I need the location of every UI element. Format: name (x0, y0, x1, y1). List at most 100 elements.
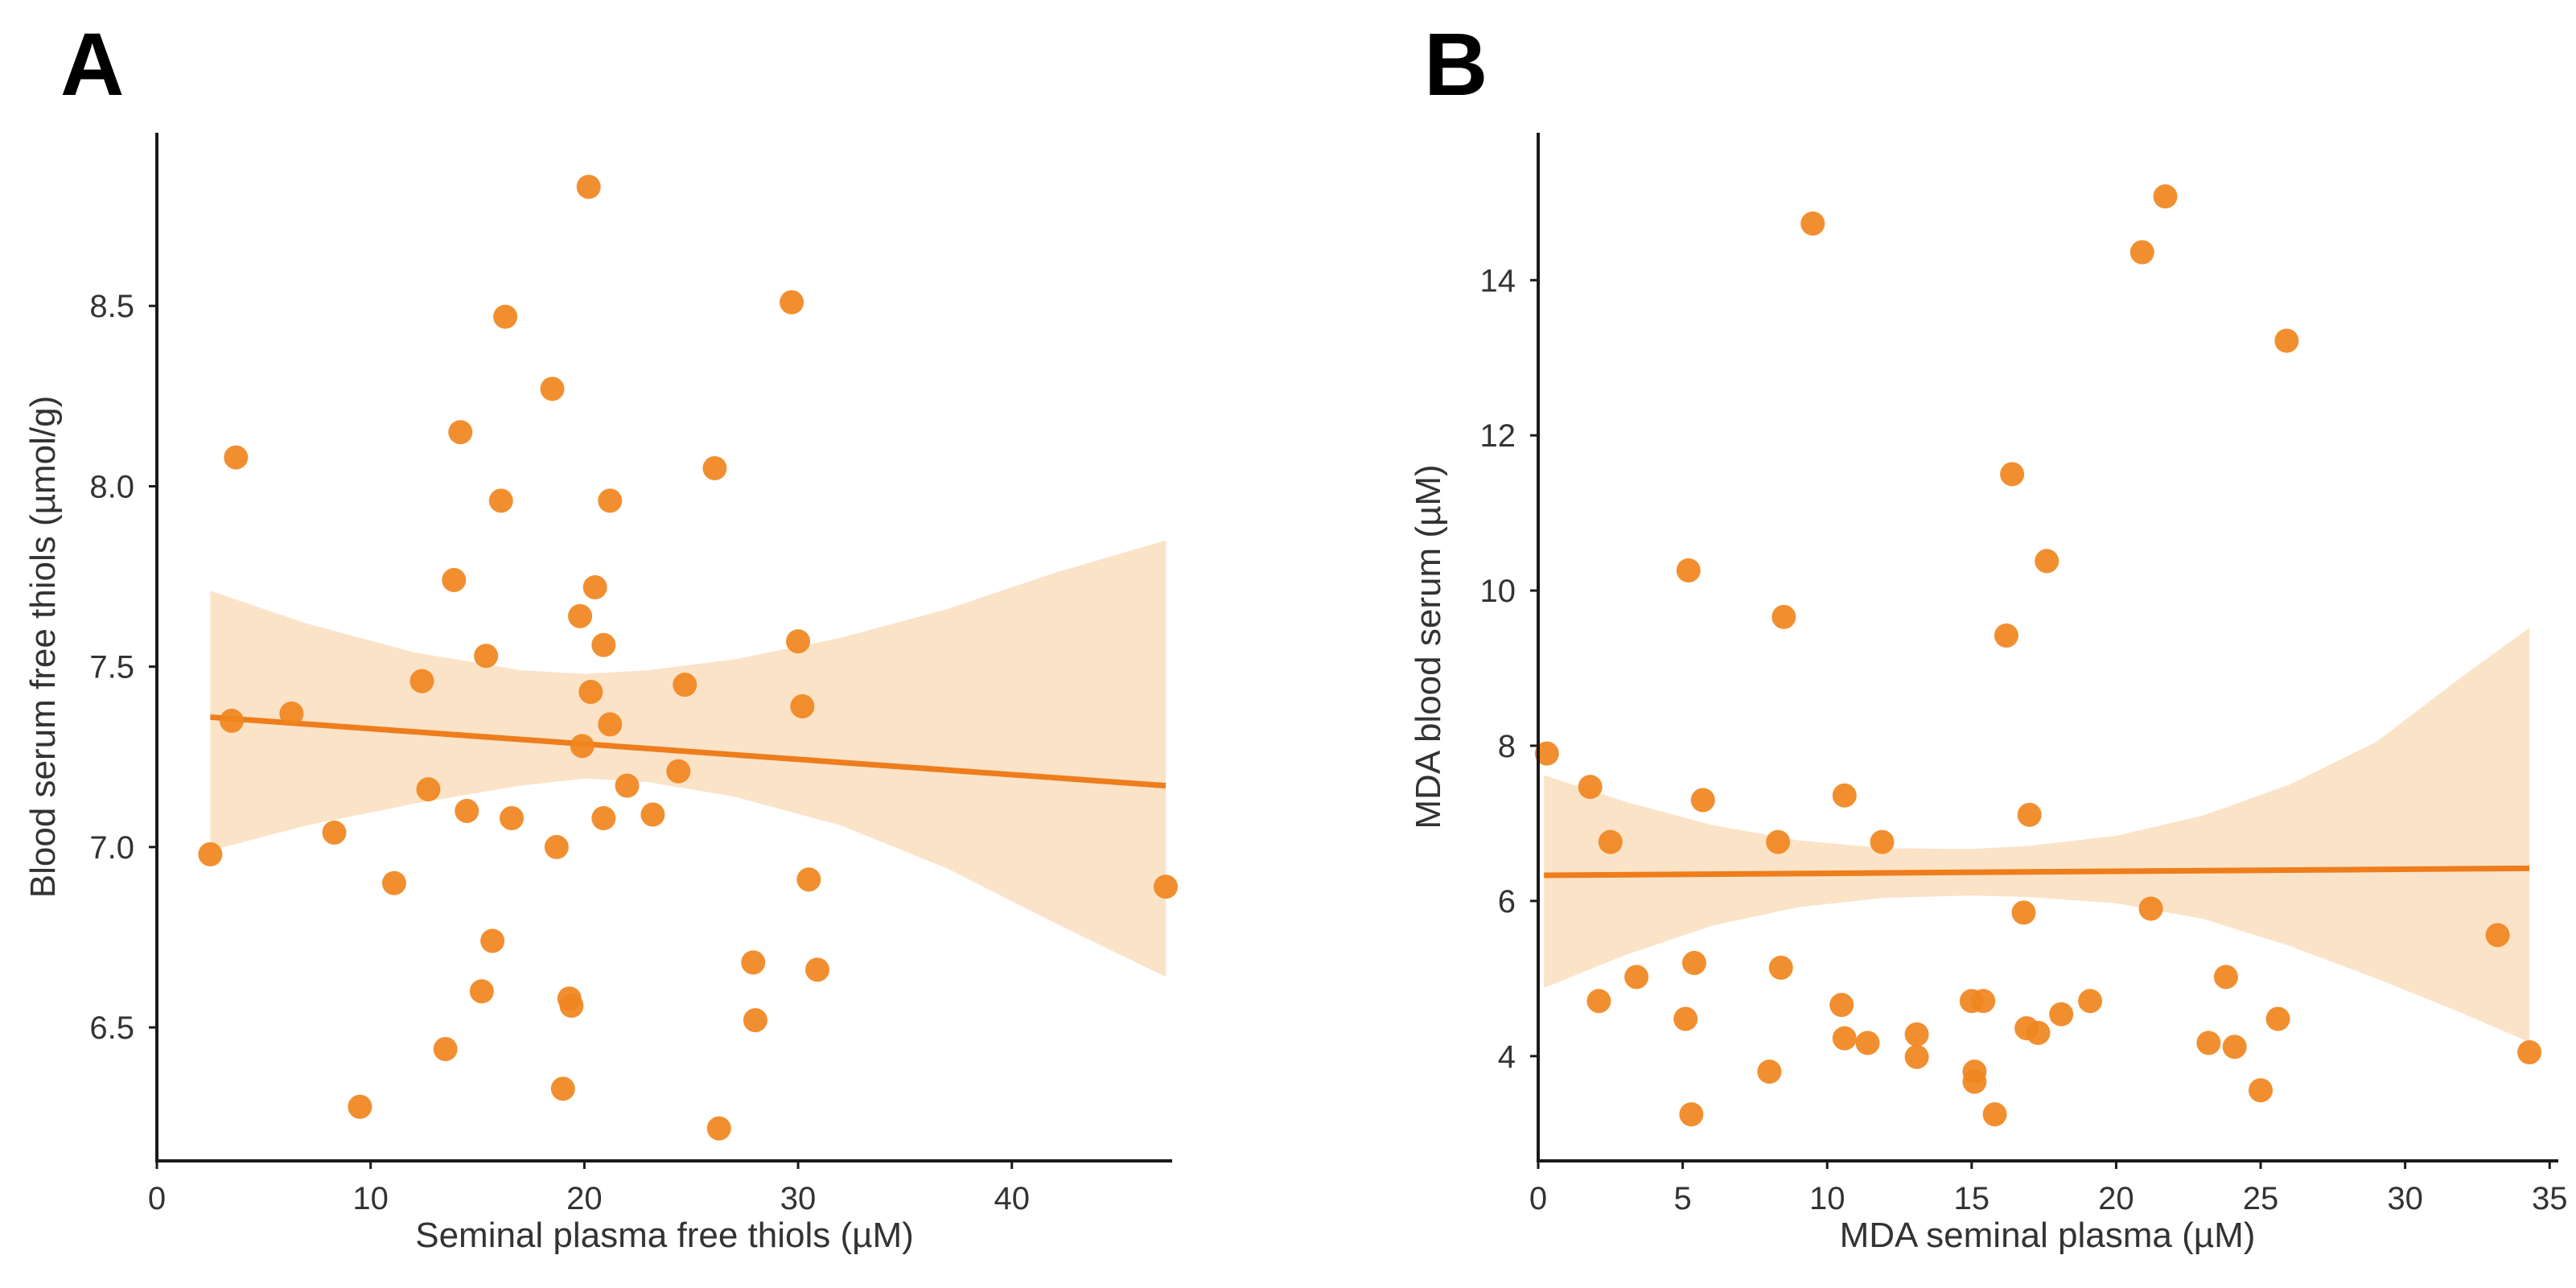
panel-b-data-point-20 (1870, 829, 1895, 854)
panel-b-axes (1537, 133, 2558, 1162)
panel-a-data-point-47 (1154, 874, 1179, 899)
panel-a-data-point-25 (568, 603, 593, 628)
panel-a-x-tick-label: 20 (566, 1181, 603, 1216)
panel-a-data-point-35 (640, 802, 665, 827)
panel-b-data-point-5 (1624, 965, 1649, 990)
panel-b-data-point-13 (1768, 955, 1793, 980)
panel-a-data-point-8 (409, 669, 434, 693)
panel-a-y-tick-label: 7.5 (89, 650, 134, 685)
panel-a-data-point-32 (598, 712, 623, 737)
panel-a-data-point-37 (673, 673, 697, 697)
panel-b-x-tick-label: 0 (1529, 1181, 1547, 1216)
panel-b-data-point-21 (1904, 1022, 1929, 1047)
panel-a-points-layer (198, 175, 1179, 1141)
panel-a-data-point-7 (381, 870, 406, 895)
panel-a-x-tick-label: 40 (994, 1181, 1030, 1216)
panel-b-data-point-4 (1598, 829, 1623, 854)
panel-b-data-point-22 (1904, 1044, 1929, 1069)
panel-a-data-point-28 (578, 680, 603, 705)
panel-a-x-ticks: 0 10 20 30 40 (148, 1161, 1030, 1216)
panel-a-y-ticks: 6.5 7.0 7.5 8.0 8.5 (89, 289, 157, 1046)
panel-b-x-ticks: 0 5 10 15 20 25 30 35 (1529, 1161, 2567, 1216)
panel-b-data-point-11 (1757, 1060, 1782, 1084)
panel-b-confidence-band (1544, 628, 2530, 1043)
panel-a-data-point-44 (790, 693, 815, 718)
panel-a-data-point-43 (786, 629, 811, 654)
panel-b-data-point-32 (2017, 802, 2042, 827)
panel-a-data-point-16 (480, 928, 505, 953)
panel-a-regression-layer (210, 714, 1167, 789)
panel-b-data-point-29 (2000, 462, 2025, 487)
panel-b-data-point-43 (2249, 1078, 2274, 1103)
panel-b-data-point-28 (1994, 623, 2018, 648)
panel-b-points-layer (1534, 184, 2542, 1127)
panel-a-data-point-14 (469, 979, 494, 1004)
panel-a-data-point-9 (416, 777, 441, 802)
panel-a-data-point-10 (433, 1036, 458, 1061)
panel-b-data-point-33 (2026, 1020, 2051, 1045)
panel-a-x-tick-label: 30 (780, 1181, 817, 1216)
panel-a-data-point-36 (666, 759, 691, 784)
panel-a-data-point-30 (591, 632, 616, 657)
panel-a-data-point-40 (741, 950, 766, 975)
panel-b-data-point-47 (2517, 1039, 2542, 1064)
panel-a-letter: A (60, 15, 124, 114)
panel-b-data-point-15 (1800, 211, 1825, 236)
panel-a-data-point-2 (219, 708, 244, 733)
panel-a-data-point-42 (780, 290, 804, 315)
panel-a-data-point-24 (559, 994, 584, 1018)
panel-a-y-tick-label: 8.0 (89, 469, 134, 504)
panel-a-data-point-46 (804, 957, 829, 982)
panel-b-x-tick-label: 25 (2243, 1181, 2279, 1216)
panel-b-x-tick-label: 10 (1809, 1181, 1846, 1216)
panel-b-data-point-12 (1766, 829, 1791, 854)
panel-b-data-point-40 (2196, 1031, 2221, 1056)
panel-b-y-tick-label: 14 (1480, 263, 1516, 298)
panel-b-data-point-16 (1829, 993, 1854, 1018)
panel-a-data-point-45 (796, 867, 821, 892)
panel-b-data-point-19 (1855, 1031, 1880, 1056)
panel-a-data-point-5 (322, 820, 347, 845)
panel-a-data-point-19 (500, 806, 525, 830)
panel-a-data-point-29 (582, 575, 607, 600)
panel-b-data-point-18 (1832, 1026, 1857, 1051)
panel-a-data-point-21 (544, 834, 569, 859)
panel-a-data-point-22 (550, 1076, 575, 1101)
panel-a-x-tick-label: 10 (352, 1181, 389, 1216)
panel-b-x-tick-label: 20 (2098, 1181, 2134, 1216)
panel-a-data-point-18 (493, 304, 518, 329)
panel-a-y-tick-label: 8.5 (89, 289, 134, 324)
panel-b-data-point-37 (2130, 240, 2154, 265)
panel-b-data-point-25 (1962, 1069, 1987, 1094)
panel-a-data-point-26 (570, 734, 595, 759)
panel-b-regression-layer (1544, 865, 2530, 879)
panel-a-data-point-34 (615, 773, 640, 798)
panel-a-regression-line (210, 714, 1167, 789)
panel-a-y-tick-label: 7.0 (89, 830, 134, 866)
panel-b-data-point-38 (2138, 896, 2163, 921)
panel-a-confidence-band-layer (210, 540, 1166, 977)
panel-a-data-point-41 (743, 1008, 767, 1033)
panel-b-data-point-34 (2035, 549, 2060, 574)
panel-b-y-tick-label: 8 (1498, 729, 1516, 764)
panel-a-x-tick-label: 0 (148, 1181, 166, 1216)
panel-b-y-axis-label: MDA blood serum (µM) (1409, 464, 1448, 829)
panel-a-data-point-13 (455, 799, 479, 824)
panel-b-confidence-band-layer (1544, 628, 2530, 1043)
panel-b-data-point-39 (2153, 184, 2178, 209)
panel-b-x-tick-label: 5 (1673, 1181, 1691, 1216)
panel-b-data-point-10 (1690, 788, 1715, 813)
panel-a-x-axis-label: Seminal plasma free thiols (µM) (415, 1216, 914, 1255)
panel-b-data-point-8 (1679, 1102, 1704, 1127)
panel-b-data-point-42 (2222, 1035, 2247, 1060)
panel-b-y-ticks: 4 6 8 10 12 14 (1480, 263, 1538, 1075)
panel-a-data-point-1 (198, 842, 223, 866)
panel-a-confidence-band (210, 540, 1166, 977)
panel-b-data-point-7 (1676, 558, 1701, 582)
panel-b-data-point-30 (2011, 900, 2036, 925)
panel-b-data-point-35 (2049, 1002, 2074, 1027)
panel-a-data-point-3 (224, 445, 249, 470)
panel-b-data-point-44 (2265, 1006, 2290, 1031)
panel-a: A 0 10 20 30 40 6.5 7.0 7.5 8.0 8.5 Seminal plas… (23, 15, 1179, 1255)
